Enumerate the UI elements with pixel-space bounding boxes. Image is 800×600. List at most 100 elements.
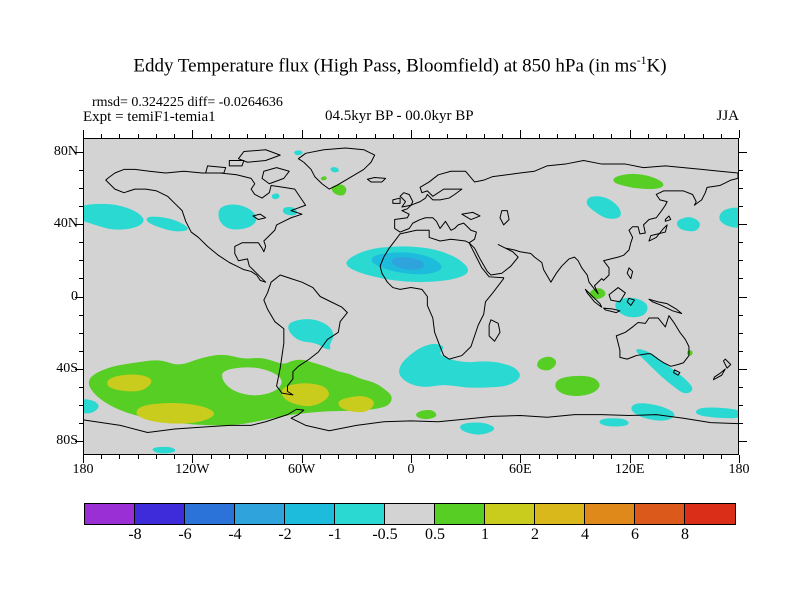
axis-tick <box>630 130 631 138</box>
axis-tick <box>338 134 339 138</box>
colorbar-label: 0.5 <box>425 526 445 543</box>
colorbar-segment-8 <box>484 503 535 524</box>
axis-tick <box>484 455 485 459</box>
coastline-australia <box>616 316 689 367</box>
colorbar-segment-12 <box>684 503 735 524</box>
axis-tick <box>393 134 394 138</box>
anomaly-patch-layer <box>84 150 738 454</box>
axis-tick <box>174 455 175 459</box>
lon-tick-label: 0 <box>407 462 415 477</box>
axis-tick <box>375 134 376 138</box>
colorbar-label: 8 <box>681 526 689 543</box>
axis-tick <box>320 455 321 459</box>
axis-tick <box>447 455 448 459</box>
coastline-hokkaido <box>665 216 670 221</box>
axis-tick <box>703 455 704 459</box>
coastline-greenland <box>298 148 374 189</box>
map-anomaly-region-antarctic-coast-cyan-3 <box>695 407 738 419</box>
axis-tick <box>520 455 521 463</box>
map-anomaly-region-indian-ocean-green-small <box>537 356 557 371</box>
coastline-ireland <box>393 198 400 203</box>
colorbar-segment-2 <box>184 503 235 524</box>
map-anomaly-region-baffin-bay-cyan-spot <box>294 150 303 156</box>
axis-tick <box>539 134 540 138</box>
axis-tick <box>75 152 83 153</box>
map-anomaly-region-south-atlantic-green-dot <box>415 409 437 420</box>
lat-tick-label: 0 <box>71 288 78 304</box>
map-anomaly-region-left-edge-southern-cyan <box>84 399 99 414</box>
coastline-ellesmere <box>238 150 280 163</box>
period-label: 04.5kyr BP - 00.0kyr BP <box>325 108 474 124</box>
axis-tick <box>666 455 667 459</box>
axis-tick <box>502 455 503 459</box>
axis-tick <box>411 455 412 463</box>
map-anomaly-region-indian-ocean-green-large <box>555 375 600 397</box>
map-anomaly-region-east-greenland-cyan-spot <box>330 167 339 173</box>
colorbar-segment-6 <box>384 503 435 524</box>
map-anomaly-region-antarctic-coast-cyan-2 <box>631 403 675 421</box>
axis-tick <box>156 455 157 459</box>
colorbar-label: -1 <box>328 526 342 543</box>
colorbar-label: -4 <box>228 526 242 543</box>
map-anomaly-region-ross-sea-yellow <box>136 402 215 424</box>
axis-tick <box>593 455 594 459</box>
axis-tick <box>611 134 612 138</box>
axis-tick <box>79 242 83 243</box>
colorbar-segment-5 <box>334 503 385 524</box>
axis-tick <box>575 134 576 138</box>
axis-tick <box>684 134 685 138</box>
axis-tick <box>739 188 743 189</box>
colorbar-label: -0.5 <box>372 526 398 543</box>
axis-tick <box>447 134 448 138</box>
axis-tick <box>119 455 120 459</box>
map-anomaly-region-antarctica-tiny-cyan <box>152 446 176 454</box>
axis-tick <box>211 455 212 459</box>
lon-tick-label: 120W <box>175 462 210 477</box>
coastline-antarctica <box>84 409 738 432</box>
map-anomaly-region-south-of-africa-cyan <box>399 343 520 388</box>
coastline-great-lakes <box>253 214 266 219</box>
map-anomaly-region-east-australia-green-dot <box>687 350 693 356</box>
map-anomaly-region-se-greenland-green <box>331 184 347 196</box>
axis-tick <box>739 405 743 406</box>
colorbar-segment-11 <box>634 503 685 524</box>
colorbar <box>83 502 736 525</box>
axis-tick <box>283 455 284 459</box>
axis-tick <box>739 170 743 171</box>
axis-tick <box>721 134 722 138</box>
season-label: JJA <box>716 108 739 124</box>
lat-tick-label: 40N <box>53 216 78 232</box>
axis-tick <box>739 315 743 316</box>
lon-tick-label: 180 <box>728 462 750 477</box>
map-anomaly-region-south-pacific-yellow-west <box>107 374 152 392</box>
axis-tick <box>79 260 83 261</box>
colorbar-segment-3 <box>234 503 285 524</box>
lat-tick-label: 80S <box>56 432 78 448</box>
coastline-new-zealand-south <box>713 369 725 380</box>
axis-tick <box>229 455 230 459</box>
axis-tick <box>79 351 83 352</box>
colorbar-segment-9 <box>534 503 585 524</box>
axis-tick <box>138 134 139 138</box>
axis-tick <box>75 224 83 225</box>
axis-tick <box>338 455 339 459</box>
colorbar-segment-7 <box>434 503 485 524</box>
map-anomaly-region-australia-tasman-cyan <box>636 349 693 394</box>
axis-tick <box>739 224 747 225</box>
axis-tick <box>79 188 83 189</box>
colorbar-label: 6 <box>631 526 639 543</box>
coastline-java <box>604 308 620 312</box>
colorbar-segment-4 <box>284 503 335 524</box>
coastline-arctic-island <box>229 160 244 165</box>
axis-tick <box>739 242 743 243</box>
axis-tick <box>356 455 357 459</box>
map-anomaly-region-mongolia-cyan <box>586 196 621 219</box>
axis-tick <box>192 455 193 463</box>
world-map <box>84 139 738 454</box>
colorbar-segment-10 <box>584 503 635 524</box>
axis-tick <box>739 455 740 463</box>
axis-tick <box>466 134 467 138</box>
coastline-sumatra <box>585 289 601 307</box>
coastlines <box>84 148 738 433</box>
axis-tick <box>265 134 266 138</box>
